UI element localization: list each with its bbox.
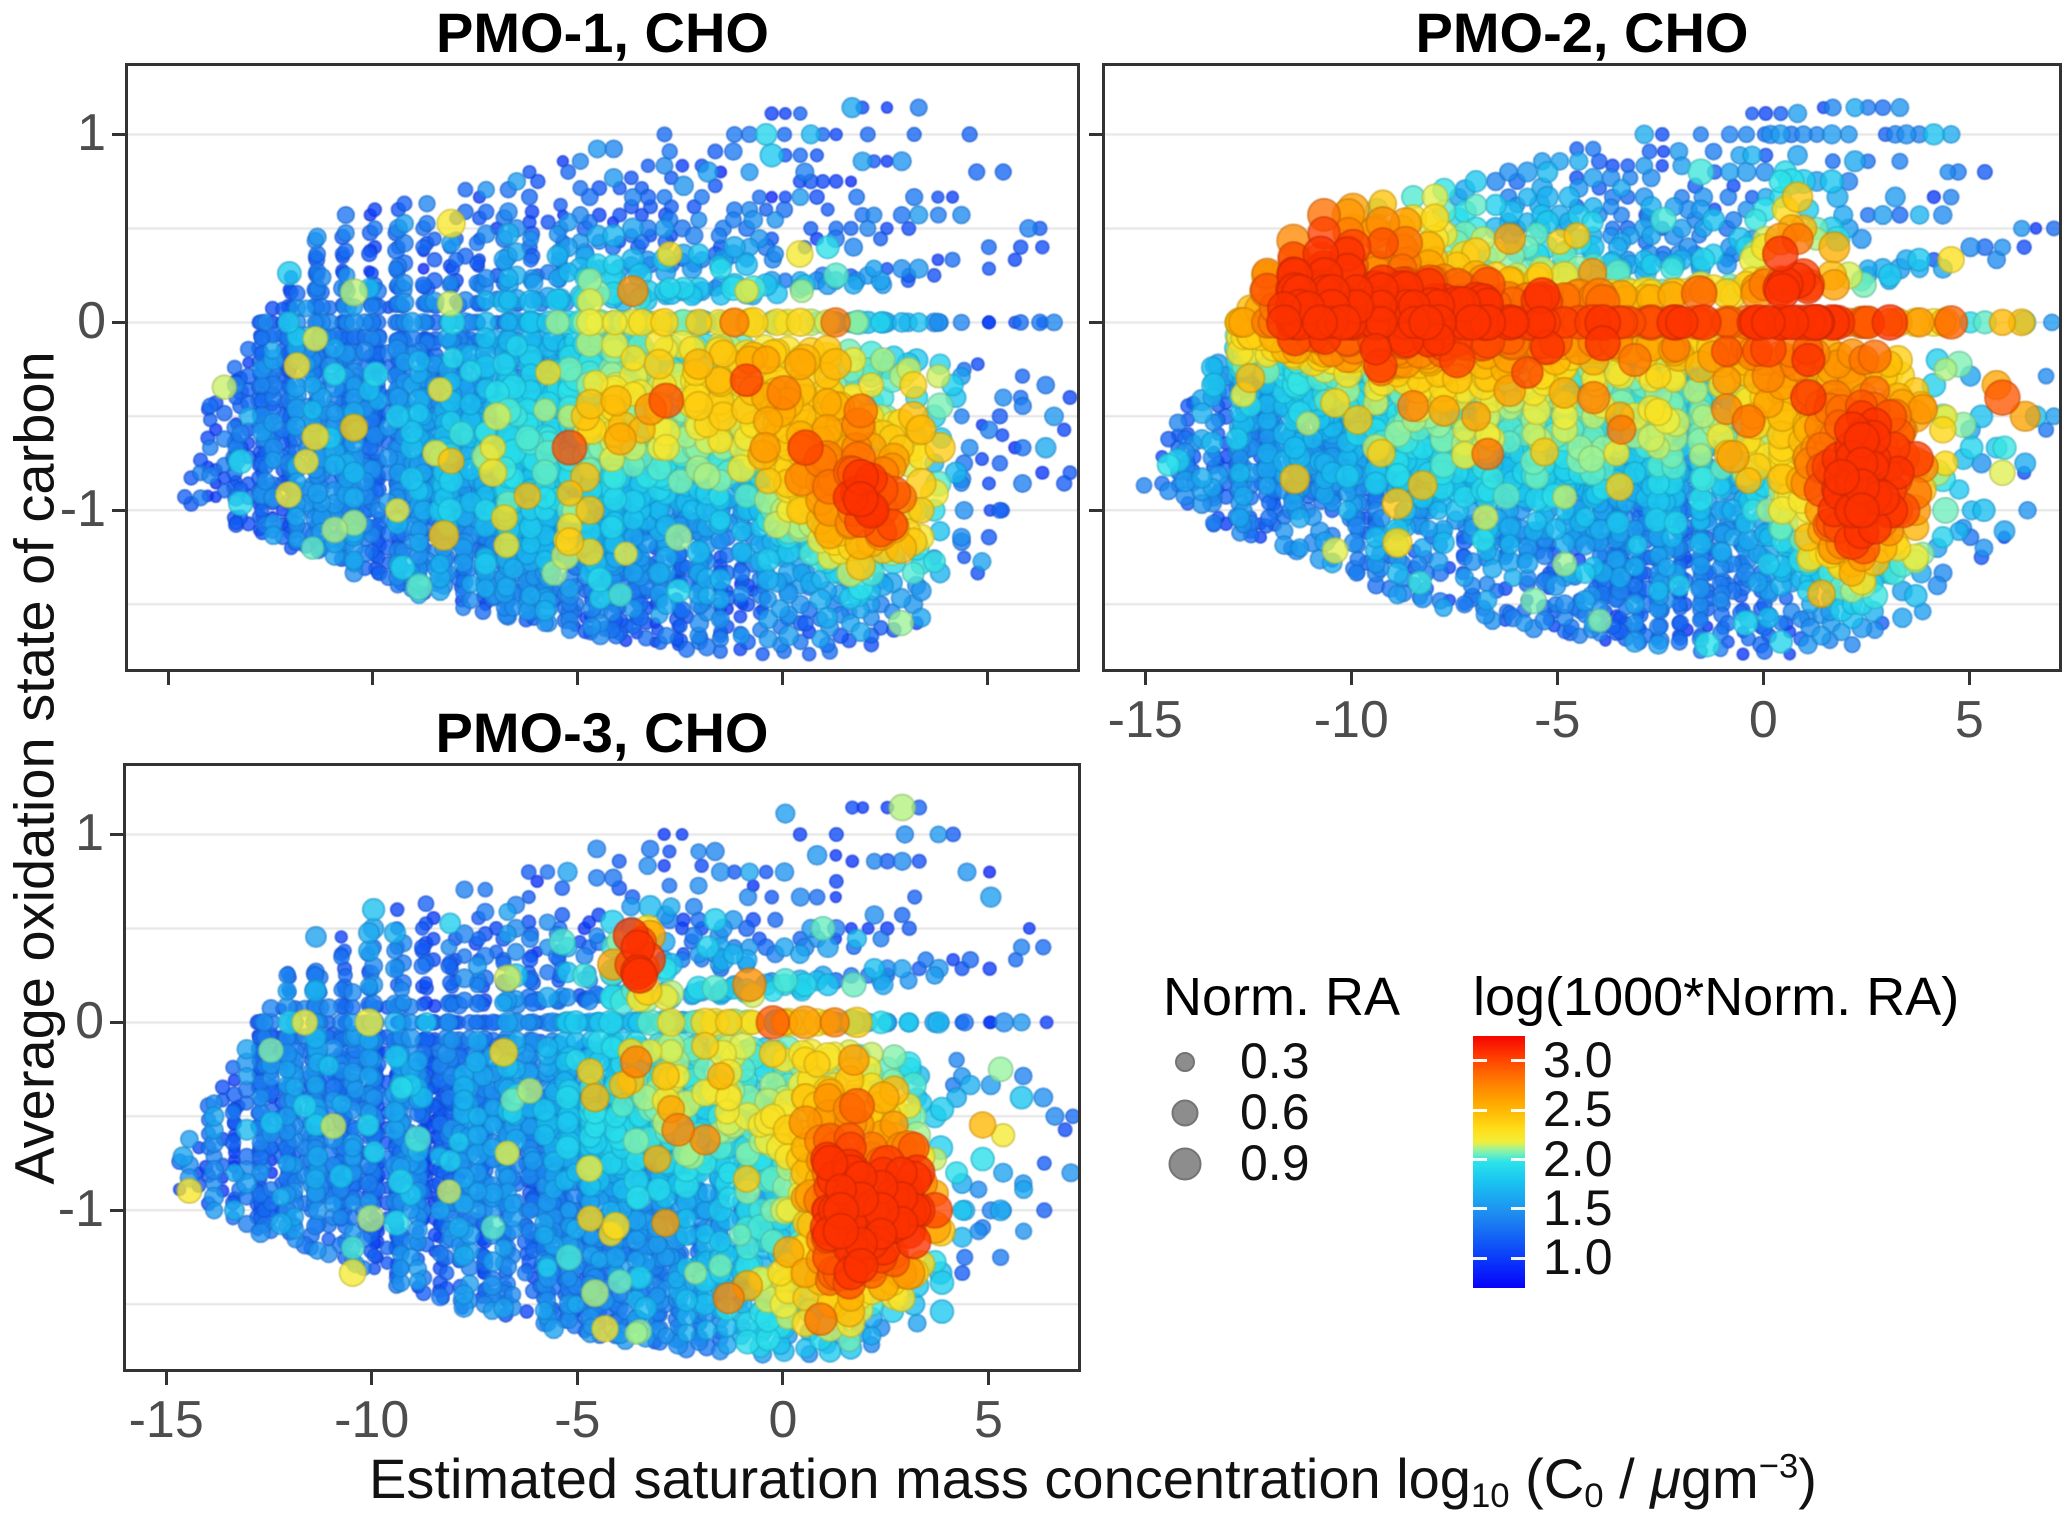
size-legend-circle (1175, 1052, 1195, 1072)
colorbar-label: 3.0 (1543, 1031, 1613, 1088)
colorbar-tick-right (1511, 1256, 1525, 1260)
colorbar-label: 1.0 (1543, 1229, 1613, 1286)
y-tick-mark (1089, 320, 1102, 324)
y-axis-label: Average oxidation state of carbon (2, 351, 66, 1185)
x-tick-mark (1349, 672, 1353, 685)
size-legend-label: 0.3 (1240, 1032, 1310, 1089)
x-tick-label: -15 (128, 1391, 204, 1449)
y-tick-label: 1 (75, 804, 104, 863)
y-tick-mark (110, 1020, 123, 1024)
size-legend-circle (1168, 1147, 1202, 1181)
colorbar-tick-right (1511, 1108, 1525, 1112)
x-axis-label-part: / (1603, 1447, 1651, 1511)
x-tick-mark (781, 1372, 785, 1385)
y-tick-label: -1 (57, 1180, 104, 1239)
colorbar (1473, 1036, 1525, 1288)
colorbar-label: 1.5 (1543, 1179, 1613, 1236)
x-tick-mark (1555, 672, 1559, 685)
size-legend-label: 0.9 (1240, 1134, 1310, 1191)
x-tick-label: 0 (768, 1391, 798, 1449)
y-tick-mark (110, 1208, 123, 1212)
pmo1-scatter-plot (125, 63, 1080, 672)
y-tick-label: 0 (75, 992, 104, 1051)
x-tick-mark (1761, 672, 1765, 685)
x-axis-label-part: gm (1680, 1447, 1759, 1511)
x-axis-label: Estimated saturation mass concentration … (369, 1446, 1817, 1516)
color-legend-title: log(1000*Norm. RA) (1473, 967, 1960, 1027)
x-axis-label-part: Estimated saturation mass concentration … (369, 1447, 1471, 1511)
x-tick-mark (1143, 672, 1147, 685)
colorbar-label: 2.0 (1543, 1130, 1613, 1187)
x-tick-mark (1967, 672, 1971, 685)
y-tick-mark (110, 832, 123, 836)
x-tick-mark (164, 1372, 168, 1385)
x-tick-mark (986, 672, 990, 685)
x-tick-mark (576, 672, 580, 685)
x-axis-label-part: μ (1650, 1447, 1681, 1511)
size-legend-label: 0.6 (1240, 1083, 1310, 1140)
x-axis-label-part: −3 (1758, 1447, 1799, 1486)
colorbar-tick-right (1511, 1059, 1525, 1063)
size-legend-title: Norm. RA (1163, 967, 1401, 1027)
colorbar-tick-right (1511, 1158, 1525, 1162)
x-axis-label-part: 10 (1470, 1476, 1510, 1515)
colorbar-tick-left (1473, 1256, 1487, 1260)
x-tick-label: -15 (1107, 691, 1183, 749)
x-tick-label: -5 (554, 1391, 601, 1449)
x-tick-mark (781, 672, 785, 685)
x-tick-mark (575, 1372, 579, 1385)
y-tick-mark (112, 508, 125, 512)
y-tick-mark (1089, 508, 1102, 512)
x-tick-mark (370, 1372, 374, 1385)
y-tick-mark (1089, 132, 1102, 136)
x-tick-mark (371, 672, 375, 685)
x-tick-label: 5 (974, 1391, 1003, 1449)
y-tick-label: 1 (77, 104, 106, 163)
colorbar-tick-left (1473, 1207, 1487, 1211)
x-axis-label-part: 0 (1584, 1476, 1604, 1515)
y-tick-mark (112, 132, 125, 136)
colorbar-tick-left (1473, 1158, 1487, 1162)
y-tick-mark (112, 320, 125, 324)
x-tick-mark (166, 672, 170, 685)
panel-title-pmo1: PMO-1, CHO (436, 1, 769, 64)
pmo3-scatter-plot (123, 763, 1081, 1372)
y-tick-label: -1 (59, 480, 106, 539)
colorbar-label: 2.5 (1543, 1080, 1613, 1137)
x-tick-label: -5 (1534, 691, 1581, 749)
colorbar-tick-left (1473, 1108, 1487, 1112)
y-tick-label: 0 (77, 292, 106, 351)
x-tick-mark (986, 1372, 990, 1385)
x-tick-label: 5 (1954, 691, 1984, 749)
x-tick-label: -10 (1313, 691, 1389, 749)
size-legend-circle (1171, 1099, 1199, 1127)
colorbar-tick-right (1511, 1207, 1525, 1211)
colorbar-tick-left (1473, 1059, 1487, 1063)
x-axis-label-part: (C (1509, 1447, 1585, 1511)
pmo2-scatter-plot (1102, 63, 2062, 672)
panel-title-pmo3: PMO-3, CHO (435, 701, 769, 764)
x-tick-label: 0 (1748, 691, 1778, 749)
panel-title-pmo2: PMO-2, CHO (1415, 1, 1749, 64)
x-tick-label: -10 (334, 1391, 410, 1449)
x-axis-label-part: ) (1798, 1447, 1817, 1511)
